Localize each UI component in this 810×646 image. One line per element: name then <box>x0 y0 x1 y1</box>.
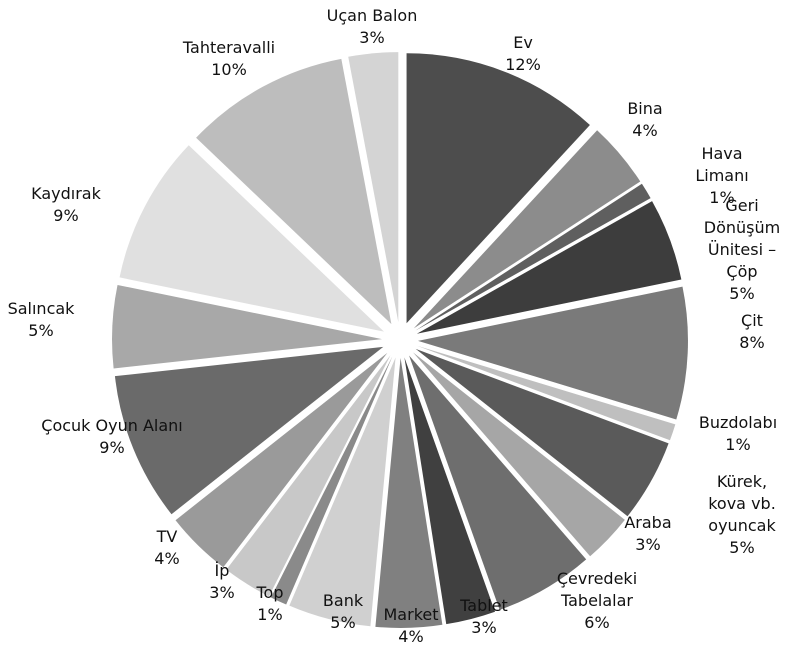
value-label: 5% <box>729 538 755 557</box>
value-label: 3% <box>209 583 235 602</box>
slice-label: Top 1% <box>257 582 284 626</box>
slice-label: Buzdolabı 1% <box>699 412 777 456</box>
pie-slice <box>119 145 385 332</box>
pie-slice <box>112 284 383 369</box>
category-label: Buzdolabı <box>698 413 778 432</box>
value-label: 9% <box>99 438 125 457</box>
category-label: TV <box>156 527 178 546</box>
value-label: 5% <box>28 321 54 340</box>
category-label: Kürek, kova vb. oyuncak <box>708 472 776 535</box>
category-label: Çevredeki Tabelalar <box>556 569 638 610</box>
pie-slice <box>416 201 682 334</box>
value-label: 1% <box>257 605 283 624</box>
slice-label: TV 4% <box>154 526 179 570</box>
category-label: Bina <box>627 99 663 118</box>
category-label: Çocuk Oyun Alanı <box>41 416 183 435</box>
value-label: 9% <box>53 206 79 225</box>
category-label: İp <box>214 561 230 580</box>
value-label: 4% <box>632 121 658 140</box>
pie-slice <box>196 58 392 325</box>
slice-label: Ev 12% <box>505 32 541 76</box>
category-label: Geri Dönüşüm Ünitesi – Çöp <box>703 196 781 281</box>
slice-label: Çevredeki Tabelalar 6% <box>557 568 637 634</box>
slice-label: Araba 3% <box>624 512 671 556</box>
slice-label: Geri Dönüşüm Ünitesi – Çöp 5% <box>704 195 780 305</box>
pie-slice <box>404 357 496 625</box>
slice-label: Salıncak 5% <box>8 298 75 342</box>
value-label: 1% <box>725 435 751 454</box>
category-label: Ev <box>513 33 533 52</box>
value-label: 12% <box>505 55 541 74</box>
value-label: 8% <box>739 333 765 352</box>
value-label: 1% <box>709 188 735 207</box>
category-label: Tablet <box>460 596 508 615</box>
pie-slice <box>289 357 396 627</box>
value-label: 5% <box>330 613 356 632</box>
pie-slice <box>226 355 391 597</box>
pie-slice <box>409 355 587 610</box>
pie-slice <box>348 52 399 323</box>
category-label: Tahteravalli <box>182 38 276 57</box>
pie-slice <box>114 346 384 515</box>
value-label: 5% <box>729 284 755 303</box>
category-label: Araba <box>624 513 672 532</box>
slice-label: Çocuk Oyun Alanı 9% <box>41 415 182 459</box>
category-label: Hava Limanı <box>695 144 749 185</box>
pie-slice <box>406 53 590 324</box>
value-label: 3% <box>471 618 497 637</box>
category-label: Uçan Balon <box>326 6 418 25</box>
pie-slice <box>270 356 393 605</box>
category-label: Top <box>256 583 284 602</box>
slice-label: Kürek, kova vb. oyuncak 5% <box>708 471 776 559</box>
pie-slice <box>175 352 388 568</box>
category-label: Salıncak <box>7 299 75 318</box>
category-label: Market <box>383 605 439 624</box>
slice-label: İp 3% <box>209 560 234 604</box>
category-label: Çit <box>741 311 763 330</box>
value-label: 4% <box>398 627 424 646</box>
pie-slice <box>413 352 625 557</box>
slice-label: Hava Limanı 1% <box>678 143 766 209</box>
category-label: Kaydırak <box>31 184 101 203</box>
value-label: 6% <box>584 613 610 632</box>
pie-slice <box>417 286 688 420</box>
slice-label: Market 4% <box>384 604 439 646</box>
pie-slice <box>375 357 443 628</box>
value-label: 10% <box>211 60 247 79</box>
pie-slice <box>415 183 651 331</box>
slice-label: Kaydırak 9% <box>31 183 101 227</box>
slice-label: Tablet 3% <box>460 595 508 639</box>
slice-label: Uçan Balon 3% <box>327 5 418 49</box>
slice-label: Tahteravalli 10% <box>183 37 275 81</box>
pie-slice <box>417 345 676 441</box>
slice-label: Bank 5% <box>323 590 363 634</box>
value-label: 3% <box>635 535 661 554</box>
category-label: Bank <box>322 591 364 610</box>
slice-label: Bina 4% <box>627 98 662 142</box>
slice-label: Çit 8% <box>739 310 764 354</box>
pie-slice <box>415 348 669 517</box>
value-label: 4% <box>154 549 180 568</box>
pie-slice <box>413 130 641 329</box>
value-label: 3% <box>359 28 385 47</box>
